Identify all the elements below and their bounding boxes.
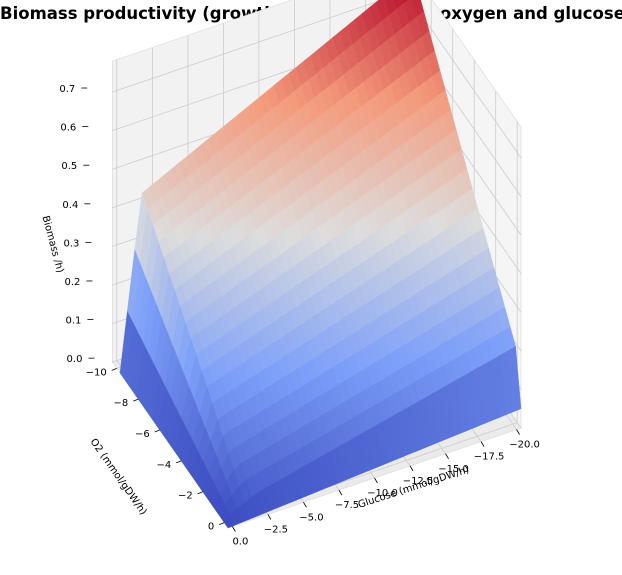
x-tick [516, 429, 520, 435]
x-tick [338, 489, 343, 496]
y-tick [133, 398, 139, 402]
z-tick-label: 0.7 [59, 84, 75, 95]
y-tick-label: −4 [156, 460, 171, 471]
x-tick-label: −10.0 [367, 488, 398, 499]
y-tick [197, 491, 203, 495]
z-tick-label: 0.0 [67, 354, 83, 365]
x-tick-label: −17.5 [474, 452, 505, 463]
surface [119, 0, 522, 529]
z-tick-label: 0.6 [60, 123, 76, 134]
z-tick-label: 0.4 [62, 200, 78, 211]
y-tick [111, 367, 117, 371]
y-tick-label: −10 [86, 367, 107, 378]
x-tick [480, 441, 485, 447]
x-tick-label: −15.0 [438, 464, 469, 475]
y-tick-label: −6 [135, 429, 150, 440]
y-tick-label: −8 [113, 398, 128, 409]
x-tick [267, 514, 272, 520]
z-tick-label: 0.2 [64, 277, 80, 288]
z-tick-label: 0.1 [66, 316, 82, 327]
x-tick-label: −5.0 [299, 512, 323, 523]
x-tick-label: −2.5 [264, 524, 288, 535]
y-tick [176, 460, 182, 464]
x-tick [409, 465, 414, 472]
grid-line [112, 0, 522, 159]
x-tick [232, 526, 236, 532]
x-tick [303, 502, 307, 508]
y-tick [219, 522, 225, 525]
y-tick-label: 0 [208, 522, 214, 533]
z-tick-label: 0.3 [63, 238, 79, 249]
z-tick-label: 0.5 [61, 161, 77, 172]
surface-patch [222, 513, 236, 529]
y-tick-label: −2 [178, 491, 193, 502]
z-axis-label: Biomass /h) [39, 215, 65, 275]
y-tick [154, 429, 160, 433]
x-tick-label: 0.0 [232, 537, 248, 548]
x-tick-label: −7.5 [335, 500, 359, 511]
x-tick-label: −20.0 [509, 440, 540, 451]
x-tick [374, 477, 378, 484]
x-tick-label: −12.5 [403, 476, 434, 487]
x-tick [445, 453, 449, 459]
y-axis-label: O2 (mmol/gDW/h) [88, 437, 149, 518]
